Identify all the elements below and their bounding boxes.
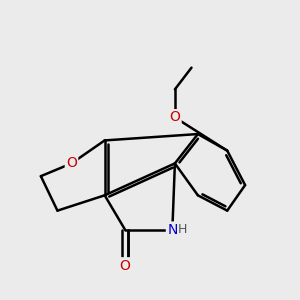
Text: N: N	[167, 223, 178, 237]
Text: H: H	[178, 223, 188, 236]
Text: O: O	[66, 156, 77, 170]
Text: O: O	[169, 110, 180, 124]
Text: O: O	[120, 259, 130, 272]
